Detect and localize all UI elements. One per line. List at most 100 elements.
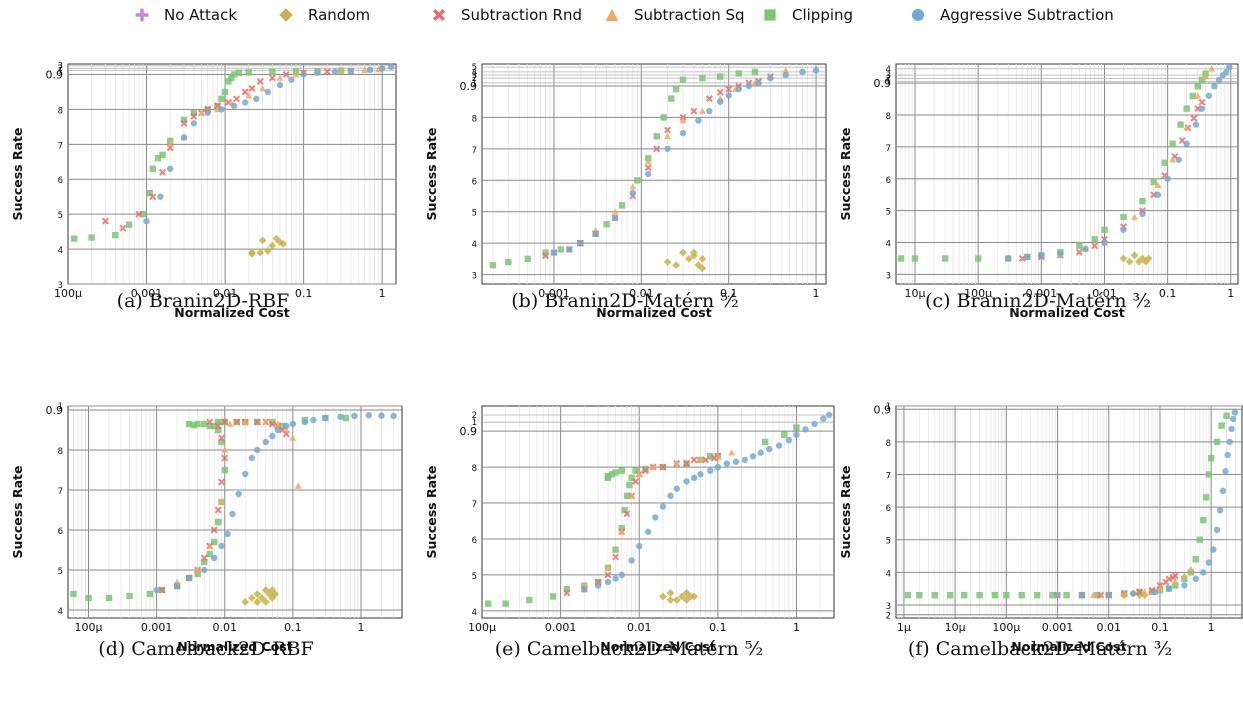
data-point xyxy=(248,454,256,462)
legend-label: Clipping xyxy=(792,6,854,24)
y-tick-label: 0.9 xyxy=(460,425,478,438)
y-tick-label: 4 xyxy=(58,607,63,617)
data-point xyxy=(323,68,331,76)
data-point xyxy=(664,132,672,140)
data-point xyxy=(282,426,290,433)
series-random xyxy=(663,248,707,273)
y-tick-label: 2 xyxy=(886,74,891,84)
data-point xyxy=(1213,438,1221,446)
y-tick-label: 1 xyxy=(58,402,63,412)
data-point xyxy=(224,530,231,538)
data-point xyxy=(262,438,269,446)
data-point xyxy=(294,482,302,489)
y-tick-label: 5 xyxy=(58,211,63,221)
data-point xyxy=(1228,425,1235,433)
data-point xyxy=(154,155,162,162)
data-point xyxy=(1205,559,1213,566)
data-point xyxy=(628,557,635,564)
y-tick-label: 0.9 xyxy=(460,80,478,93)
data-point xyxy=(1181,582,1188,589)
y-tick-label: 2 xyxy=(472,74,477,84)
figure-caption: (b) Branin2D-Matérn ⁵⁄₂ xyxy=(511,290,739,312)
data-point xyxy=(241,99,249,106)
data-point xyxy=(705,95,713,103)
x-tick-label: 0.001 xyxy=(1042,621,1074,634)
data-point xyxy=(604,564,612,571)
data-point xyxy=(301,418,309,426)
x-axis-title: Normalized Cost xyxy=(1011,639,1126,654)
data-point xyxy=(190,422,197,429)
data-point xyxy=(1120,226,1127,233)
data-point xyxy=(723,460,731,467)
x-tick-label: 100μ xyxy=(992,621,1020,634)
data-point xyxy=(1192,121,1200,128)
data-point xyxy=(218,498,226,505)
y-tick-label: 7 xyxy=(58,141,63,151)
data-point xyxy=(782,71,789,79)
data-point xyxy=(1222,468,1229,475)
data-point xyxy=(542,252,550,260)
data-point xyxy=(351,412,358,420)
figure-caption: (f) Camelback2D-Matérn ³⁄₂ xyxy=(907,638,1173,660)
data-point xyxy=(198,109,205,116)
data-point xyxy=(690,107,698,115)
data-point xyxy=(1161,159,1168,167)
series-random xyxy=(241,586,280,606)
data-point xyxy=(766,445,773,453)
data-point xyxy=(210,538,218,546)
data-point xyxy=(1205,471,1213,478)
series-aggressive-subtraction xyxy=(153,412,397,594)
data-point xyxy=(563,589,571,597)
data-point xyxy=(695,117,702,124)
data-point xyxy=(221,466,228,474)
data-point xyxy=(158,586,166,594)
x-tick-label: 100μ xyxy=(964,287,992,300)
data-point xyxy=(387,63,395,70)
data-point xyxy=(125,221,133,228)
data-point xyxy=(218,95,225,103)
data-point xyxy=(632,477,640,485)
data-point xyxy=(931,591,938,599)
data-point xyxy=(1192,575,1199,583)
data-point xyxy=(241,418,249,425)
y-tick-label: 0.9 xyxy=(46,404,64,417)
x-tick-label: 0.1 xyxy=(1159,287,1177,300)
data-point xyxy=(190,109,198,117)
data-point xyxy=(707,453,714,460)
data-point xyxy=(1219,487,1227,494)
data-point xyxy=(185,420,193,428)
data-point xyxy=(1169,156,1177,163)
data-point xyxy=(976,591,983,599)
data-point xyxy=(911,255,919,262)
data-point xyxy=(218,438,225,446)
data-point xyxy=(269,68,276,76)
data-point xyxy=(378,412,385,419)
data-point xyxy=(608,471,616,478)
data-point xyxy=(361,66,369,74)
y-tick-label: 4 xyxy=(472,68,477,78)
data-point xyxy=(785,436,793,444)
y-tick-label: 0.9 xyxy=(874,403,892,416)
data-point xyxy=(1049,591,1056,599)
y-tick-label: 6 xyxy=(472,177,477,187)
y-tick-label: 6 xyxy=(58,527,63,537)
data-point xyxy=(1171,572,1179,580)
data-point xyxy=(812,67,820,74)
data-point xyxy=(604,578,612,586)
data-point xyxy=(594,582,602,589)
data-point xyxy=(707,467,714,474)
data-point xyxy=(190,120,198,127)
data-point xyxy=(229,510,236,518)
data-point xyxy=(1164,175,1171,182)
data-point xyxy=(201,558,208,566)
data-point xyxy=(690,248,698,257)
data-point xyxy=(194,566,202,573)
data-point xyxy=(282,70,290,78)
data-point xyxy=(241,598,250,606)
y-tick-label: 7 xyxy=(58,487,63,497)
data-point xyxy=(1003,591,1010,599)
data-point xyxy=(257,594,266,602)
x-tick-label: 1 xyxy=(357,621,364,634)
x-axis-title: Normalized Cost xyxy=(1009,305,1124,320)
x-tick-label: 0.001 xyxy=(141,621,173,634)
